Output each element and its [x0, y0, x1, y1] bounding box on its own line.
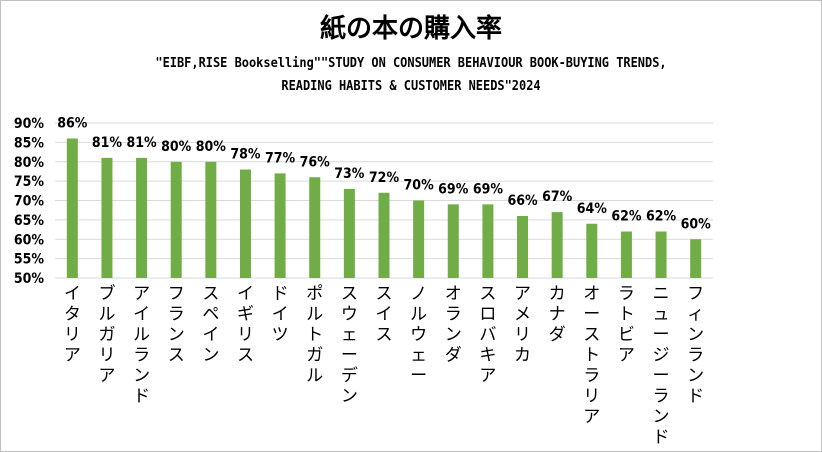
bar [378, 192, 390, 278]
data-label: 73% [334, 166, 365, 182]
y-tick-label: 55% [14, 252, 45, 268]
bar [170, 161, 182, 278]
x-tick-label: スロバキア [479, 284, 496, 386]
data-label: 80% [161, 139, 192, 155]
data-label: 64% [577, 201, 608, 217]
data-label: 72% [369, 170, 400, 186]
bar [413, 200, 425, 278]
x-tick-label: アメリカ [514, 284, 531, 366]
x-tick-label: オーストラリア [583, 284, 600, 427]
x-tick-label: イギリス [237, 284, 254, 366]
data-label: 81% [127, 135, 158, 151]
data-label: 62% [611, 209, 642, 225]
data-label: 69% [473, 181, 504, 197]
chart-title: 紙の本の購入率 [319, 14, 502, 44]
bar [136, 157, 148, 278]
x-tick-label: アイルランド [133, 284, 150, 407]
x-tick-label: イタリア [64, 284, 81, 366]
bars [66, 138, 702, 278]
y-tick-label: 85% [14, 135, 45, 151]
data-label: 66% [507, 193, 538, 209]
chart-subtitle-line-2: READING HABITS & CUSTOMER NEEDS"2024 [281, 79, 541, 94]
bar [482, 204, 494, 278]
bar [274, 173, 286, 278]
data-label: 69% [438, 181, 469, 197]
x-tick-label: フランス [168, 284, 185, 366]
bar [309, 177, 321, 278]
data-label: 78% [230, 147, 261, 163]
data-label: 86% [57, 116, 88, 132]
x-tick-label: ラトビア [618, 284, 635, 366]
bar [620, 231, 632, 278]
data-label: 60% [681, 216, 712, 232]
bar [239, 169, 251, 278]
bar [447, 204, 459, 278]
bar [551, 212, 563, 278]
y-tick-label: 65% [14, 213, 45, 229]
data-label: 81% [92, 135, 123, 151]
y-tick-label: 60% [14, 232, 45, 248]
y-tick-label: 75% [14, 174, 45, 190]
bar [101, 157, 113, 278]
bar [343, 188, 355, 278]
data-label: 70% [404, 178, 435, 194]
bar [690, 239, 702, 278]
bar [586, 223, 598, 278]
bar [517, 216, 529, 278]
y-tick-label: 50% [14, 271, 45, 287]
y-axis-labels: 50% 55% 60% 65% 70% 75% 80% 85% 90% [14, 116, 45, 287]
data-label: 67% [542, 189, 573, 205]
x-tick-label: ノルウェー [410, 284, 427, 386]
data-label: 62% [646, 209, 677, 225]
bar [205, 161, 217, 278]
y-tick-label: 80% [14, 155, 45, 171]
y-tick-label: 70% [14, 194, 45, 210]
y-tick-label: 90% [14, 116, 45, 132]
data-label: 80% [196, 139, 227, 155]
bar [655, 231, 667, 278]
bar [66, 138, 78, 278]
data-label: 77% [265, 150, 296, 166]
data-labels: 86%81% 81% 80% 80% 78% 77% 76%73% 72% 70% 69% 69%6… [57, 116, 711, 233]
x-tick-label: ニュージーランド [653, 284, 670, 448]
data-label: 76% [300, 154, 331, 170]
x-tick-label: スペイン [202, 284, 219, 366]
x-tick-label: ポルトガル [306, 284, 323, 386]
x-tick-label: ドイツ [272, 284, 289, 345]
x-tick-label: カナダ [549, 284, 566, 345]
x-tick-label: ブルガリア [98, 283, 115, 386]
x-tick-label: オランダ [445, 284, 462, 366]
x-tick-label: フィンランド [687, 284, 704, 407]
x-tick-label: スイス [376, 284, 393, 345]
x-tick-label: スウェーデン [341, 284, 358, 407]
chart-subtitle-line-1: "EIBF,RISE Bookselling""STUDY ON CONSUME… [155, 56, 667, 71]
